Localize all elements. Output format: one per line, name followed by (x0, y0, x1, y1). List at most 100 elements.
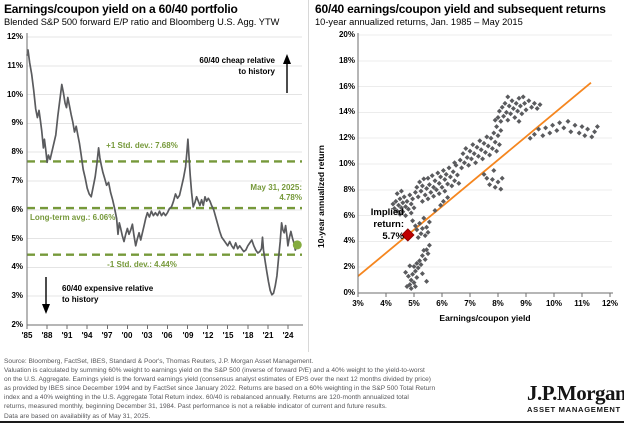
scatter-point (498, 118, 504, 124)
scatter-point (442, 188, 448, 194)
scatter-point (501, 113, 507, 119)
scatter-point (446, 165, 452, 171)
scatter-point (502, 100, 508, 106)
x-tick-label: 5% (408, 299, 420, 308)
scatter-point (432, 178, 438, 184)
y-tick-label: 18% (338, 56, 355, 65)
implied-return-marker (401, 228, 415, 242)
scatter-point (412, 223, 418, 229)
implied-return-line2: return: (373, 219, 404, 230)
scatter-point (398, 188, 404, 194)
x-tick-label: '85 (21, 331, 33, 340)
scatter-point (594, 124, 600, 130)
scatter-point (492, 139, 498, 145)
scatter-point (418, 231, 424, 237)
x-tick-label: 7% (464, 299, 476, 308)
scatter-point (484, 134, 490, 140)
scatter-point (424, 278, 430, 284)
up-arrow-icon (283, 54, 291, 64)
scatter-point (473, 160, 479, 166)
down-arrow-icon (42, 304, 50, 314)
scatter-point (397, 211, 403, 217)
jpmorgan-logo-division: ASSET MANAGEMENT (527, 405, 621, 414)
scatter-point (418, 262, 424, 268)
scatter-point (505, 94, 511, 100)
scatter-point (531, 131, 537, 137)
scatter-point (526, 98, 532, 104)
scatter-point (436, 191, 442, 197)
scatter-point (510, 106, 516, 112)
scatter-point (410, 218, 416, 224)
x-tick-label: 10% (545, 299, 562, 308)
scatter-point (471, 151, 477, 157)
panel-divider (308, 0, 309, 352)
scatter-point (537, 102, 543, 108)
right-x-axis-title: Earnings/coupon yield (439, 313, 531, 323)
scatter-point (495, 133, 501, 139)
jpmorgan-logo-brand: J.P.Morgan (527, 381, 624, 405)
scatter-point (410, 196, 416, 202)
scatter-point (412, 284, 418, 290)
scatter-point (425, 175, 431, 181)
scatter-point (519, 111, 525, 117)
y-tick-label: 11% (7, 61, 23, 70)
scatter-point (513, 100, 519, 106)
latest-value-text: 4.78% (279, 193, 302, 202)
scatter-point (498, 186, 504, 192)
x-tick-label: '09 (182, 331, 194, 340)
source-footnote: Source: Bloomberg, FactSet, IBES, Standa… (4, 357, 526, 421)
scatter-point (412, 189, 418, 195)
left-chart-title: Earnings/coupon yield on a 60/40 portfol… (4, 2, 238, 16)
scatter-point (403, 213, 409, 219)
scatter-point (529, 104, 535, 110)
scatter-point (456, 180, 462, 186)
scatter-point (404, 198, 410, 204)
scatter-point (495, 115, 501, 121)
right-y-axis-title: 10-year annualized return (316, 145, 326, 248)
x-tick-label: 9% (520, 299, 532, 308)
y-tick-label: 7% (11, 176, 23, 185)
scatter-point (516, 95, 522, 101)
scatter-point (470, 142, 476, 148)
scatter-point (428, 189, 434, 195)
scatter-point (498, 127, 504, 133)
scatter-point (466, 162, 472, 168)
scatter-point (480, 156, 486, 162)
footer-line: as provided by IBES since December 1994 … (4, 385, 436, 393)
plus-std-dev-label: +1 Std. dev.: 7.68% (106, 141, 178, 150)
y-tick-label: 9% (11, 118, 23, 127)
scatter-point (419, 253, 425, 259)
scatter-point (536, 126, 542, 132)
y-tick-label: 10% (6, 90, 23, 99)
scatter-point (440, 198, 446, 204)
scatter-point (405, 206, 411, 212)
scatter-point (461, 160, 467, 166)
scatter-point (505, 117, 511, 123)
y-tick-label: 16% (338, 82, 355, 91)
scatter-point (432, 207, 438, 213)
x-tick-label: '18 (242, 331, 254, 340)
scatter-point (579, 124, 585, 130)
scatter-point (438, 174, 444, 180)
x-tick-label: '21 (262, 331, 274, 340)
x-tick-label: 11% (574, 299, 590, 308)
scatter-point (400, 209, 406, 215)
scatter-point (582, 133, 588, 139)
scatter-point (436, 180, 442, 186)
scatter-point (592, 129, 598, 135)
scatter-point (561, 125, 567, 131)
right-chart-subtitle: 10-year annualized returns, Jan. 1985 – … (315, 17, 523, 27)
scatter-point (419, 226, 425, 231)
scatter-point (589, 134, 595, 140)
scatter-point (421, 247, 427, 253)
scatter-point (407, 192, 413, 198)
scatter-point (482, 149, 488, 155)
scatter-point (503, 109, 509, 115)
scatter-point (442, 176, 448, 182)
scatter-point (445, 181, 451, 187)
x-tick-label: 6% (436, 299, 448, 308)
scatter-point (394, 208, 400, 214)
scatter-point (439, 184, 445, 190)
latest-date-text: May 31, 2025: (250, 183, 302, 192)
y-tick-label: 3% (11, 291, 23, 300)
